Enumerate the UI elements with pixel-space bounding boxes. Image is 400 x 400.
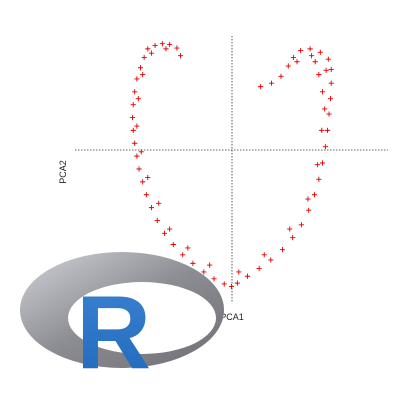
data-point xyxy=(130,102,136,108)
data-point xyxy=(174,45,180,51)
data-point xyxy=(256,265,262,272)
data-point xyxy=(268,80,275,86)
data-point xyxy=(161,230,168,236)
data-point xyxy=(307,46,313,52)
data-point xyxy=(316,176,322,182)
data-point xyxy=(311,192,318,198)
data-point xyxy=(130,127,136,133)
data-point xyxy=(190,260,196,266)
data-point xyxy=(322,106,328,112)
data-point xyxy=(167,41,173,48)
data-point xyxy=(324,127,331,133)
data-point xyxy=(279,247,286,253)
x-axis-label: PCA1 xyxy=(220,312,244,322)
data-point xyxy=(148,50,155,56)
data-point xyxy=(285,63,291,69)
data-point xyxy=(278,73,284,79)
data-point xyxy=(159,41,165,47)
data-point xyxy=(327,96,334,102)
data-point xyxy=(207,262,213,268)
data-point xyxy=(134,153,140,159)
data-point xyxy=(135,96,141,102)
data-point xyxy=(137,65,144,71)
data-point xyxy=(298,222,304,228)
data-point xyxy=(306,207,312,213)
data-point xyxy=(322,144,328,150)
data-point xyxy=(314,162,320,168)
data-point xyxy=(141,54,147,61)
data-point xyxy=(167,226,173,232)
data-point xyxy=(326,111,332,117)
data-point xyxy=(140,179,146,185)
data-point xyxy=(328,66,334,73)
data-point xyxy=(261,252,267,258)
data-point xyxy=(132,89,138,95)
logo-letter: R xyxy=(76,275,151,391)
data-point xyxy=(305,196,311,202)
data-point xyxy=(143,192,149,198)
data-point xyxy=(140,72,146,78)
data-point xyxy=(152,42,158,49)
data-point xyxy=(136,166,142,172)
logo-ring xyxy=(20,252,224,368)
data-point xyxy=(154,217,160,224)
data-point xyxy=(234,280,240,286)
data-point xyxy=(325,56,331,62)
data-point xyxy=(148,205,155,211)
data-point xyxy=(228,283,235,290)
data-point xyxy=(132,140,138,146)
data-point xyxy=(316,72,322,78)
data-point xyxy=(145,174,151,181)
data-point xyxy=(201,269,207,275)
data-point xyxy=(323,67,329,73)
data-point xyxy=(268,257,274,263)
data-point xyxy=(177,53,184,59)
data-point xyxy=(163,46,169,52)
data-point xyxy=(244,273,251,279)
data-point xyxy=(294,59,300,65)
data-point xyxy=(170,241,176,248)
axes xyxy=(75,36,388,302)
data-point xyxy=(298,47,304,54)
points-group xyxy=(129,41,334,290)
data-point xyxy=(290,54,296,61)
data-point xyxy=(290,235,296,241)
data-point xyxy=(319,160,326,166)
data-point xyxy=(312,59,318,65)
data-point xyxy=(185,245,191,251)
data-point xyxy=(134,76,140,82)
data-point xyxy=(138,149,144,155)
data-point xyxy=(258,84,264,90)
data-point xyxy=(129,114,136,121)
data-point xyxy=(236,269,242,275)
data-point xyxy=(180,252,186,258)
data-point xyxy=(221,281,227,287)
data-point xyxy=(328,80,334,86)
y-axis-label: PCA2 xyxy=(58,160,68,184)
data-point xyxy=(134,123,140,129)
data-point xyxy=(156,200,162,206)
data-point xyxy=(287,226,293,232)
data-point xyxy=(308,53,315,59)
r-logo: R xyxy=(20,252,224,391)
data-point xyxy=(319,127,325,133)
data-point xyxy=(317,49,323,55)
data-point xyxy=(145,46,151,52)
data-point xyxy=(319,89,326,95)
data-point xyxy=(211,276,217,282)
